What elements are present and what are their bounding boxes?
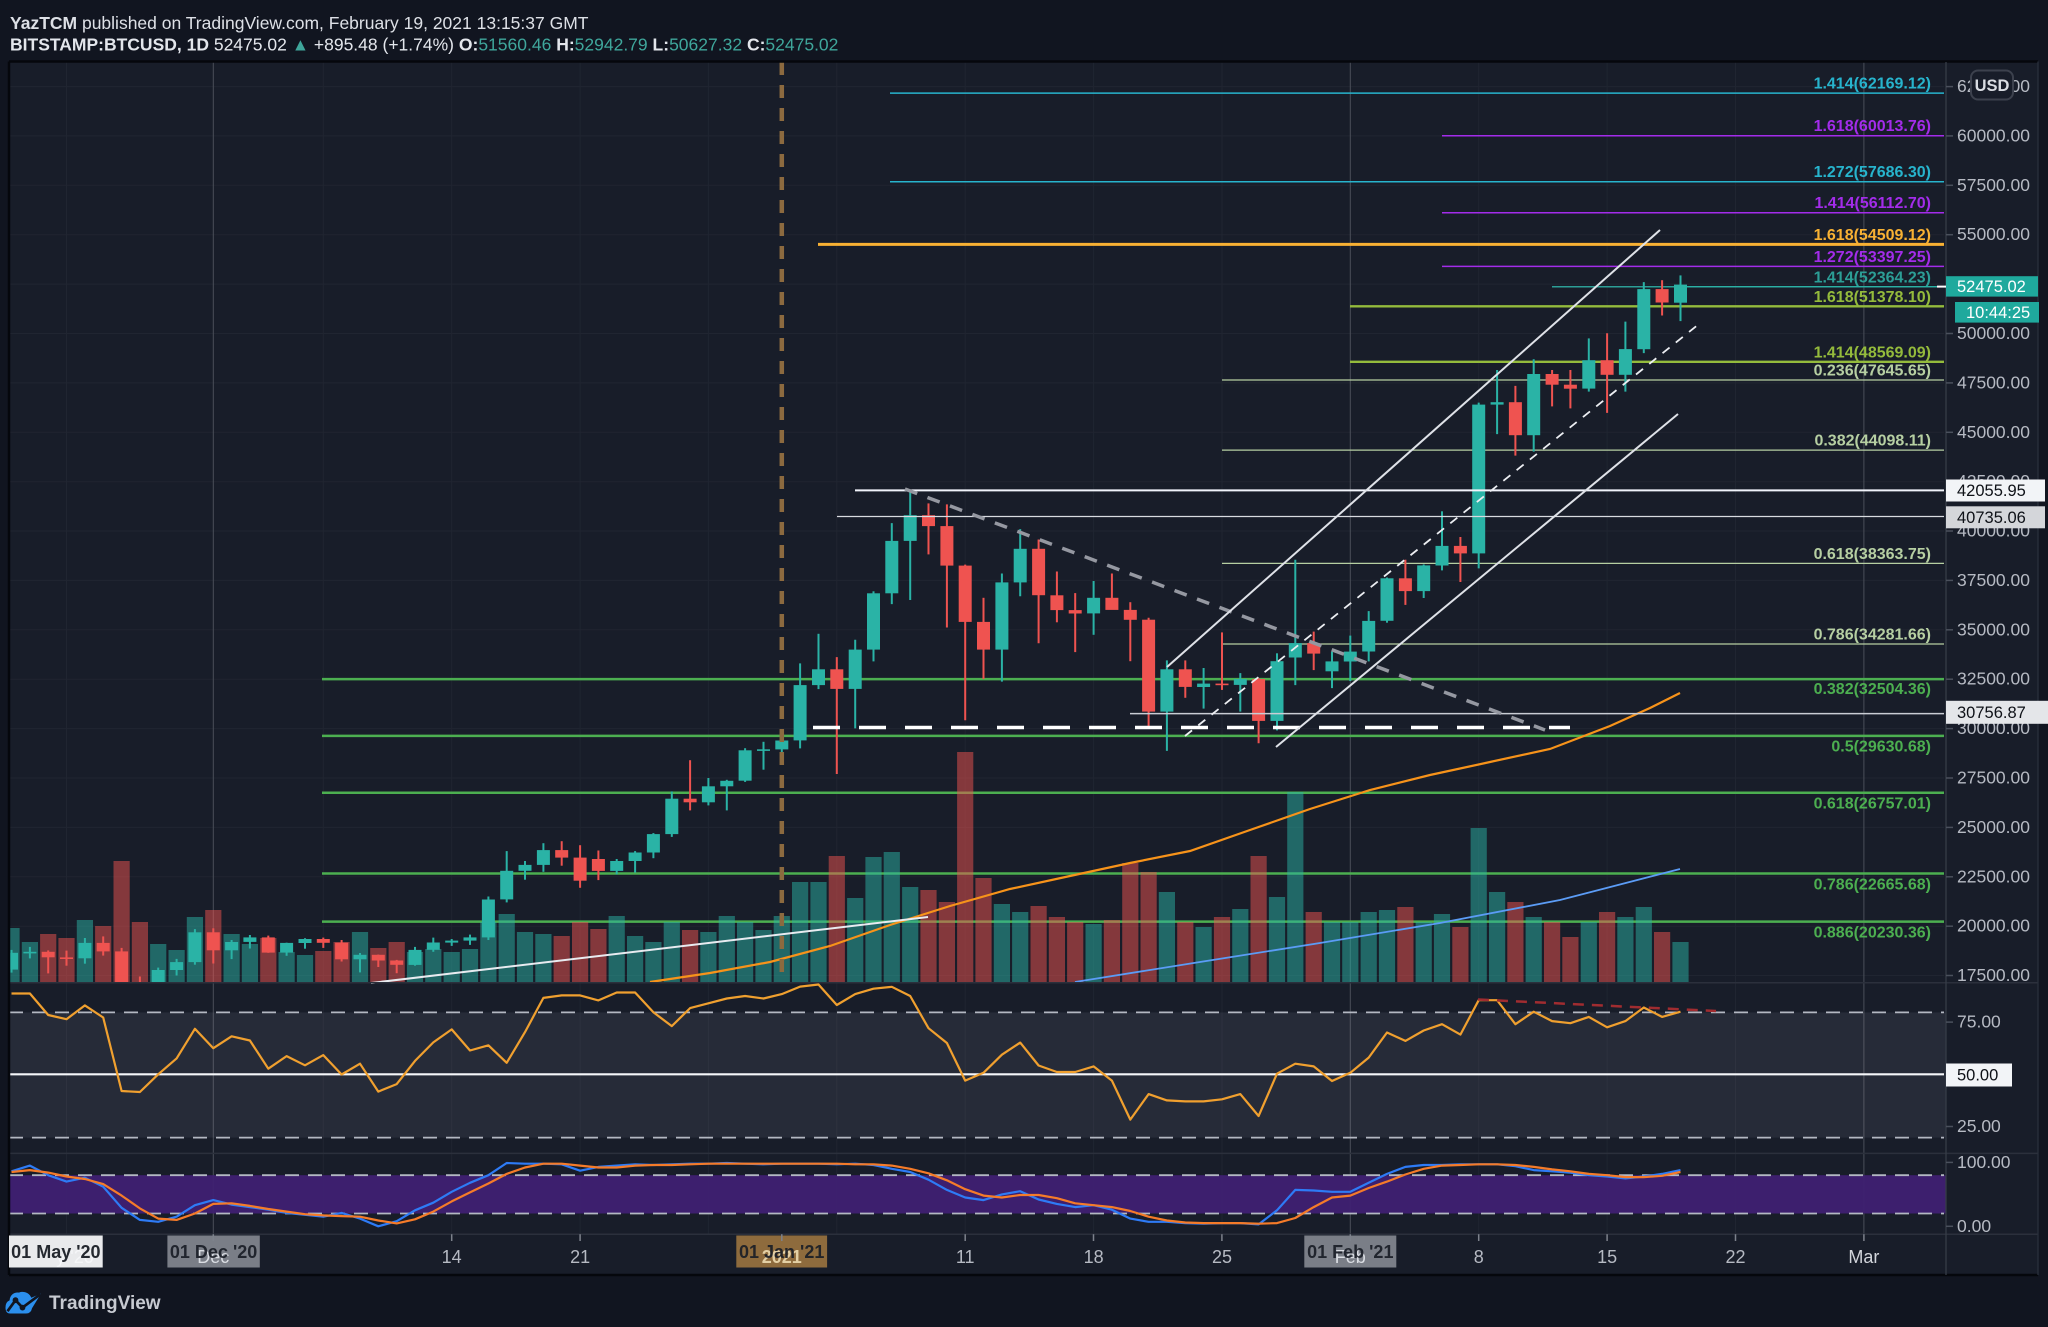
svg-text:10:44:25: 10:44:25 (1966, 304, 2030, 322)
svg-text:27500.00: 27500.00 (1957, 768, 2030, 788)
svg-text:0.618(38363.75): 0.618(38363.75) (1814, 546, 1931, 563)
svg-text:57500.00: 57500.00 (1957, 175, 2030, 195)
svg-text:1.414(48569.09): 1.414(48569.09) (1814, 344, 1931, 361)
svg-text:22500.00: 22500.00 (1957, 866, 2030, 886)
svg-text:1.272(57686.30): 1.272(57686.30) (1814, 164, 1931, 181)
svg-text:0.382(32504.36): 0.382(32504.36) (1814, 681, 1931, 698)
svg-text:Mar: Mar (1848, 1247, 1879, 1267)
svg-text:0.236(47645.65): 0.236(47645.65) (1814, 363, 1931, 380)
svg-text:50000.00: 50000.00 (1957, 323, 2030, 343)
svg-text:0.5(29630.68): 0.5(29630.68) (1831, 739, 1931, 756)
svg-text:YazTCM published on TradingVie: YazTCM published on TradingView.com, Feb… (10, 13, 589, 33)
svg-text:42055.95: 42055.95 (1957, 482, 2026, 500)
svg-text:Dec: Dec (197, 1247, 229, 1267)
svg-text:25: 25 (1212, 1247, 1232, 1267)
svg-text:Feb: Feb (1335, 1247, 1366, 1267)
svg-text:17500.00: 17500.00 (1957, 965, 2030, 985)
svg-text:0.618(26757.01): 0.618(26757.01) (1814, 796, 1931, 813)
svg-text:1.618(60013.76): 1.618(60013.76) (1814, 118, 1931, 135)
svg-text:100.00: 100.00 (1957, 1152, 2011, 1172)
svg-text:1.618(54509.12): 1.618(54509.12) (1814, 227, 1931, 244)
svg-text:60000.00: 60000.00 (1957, 125, 2030, 145)
svg-text:8: 8 (1474, 1247, 1484, 1267)
svg-text:37500.00: 37500.00 (1957, 570, 2030, 590)
svg-text:1.414(56112.70): 1.414(56112.70) (1814, 195, 1931, 212)
svg-text:1.414(62169.12): 1.414(62169.12) (1814, 76, 1931, 93)
svg-text:18: 18 (1084, 1247, 1104, 1267)
svg-text:25.00: 25.00 (1957, 1116, 2001, 1136)
svg-text:21: 21 (570, 1247, 590, 1267)
svg-text:BITSTAMP:BTCUSD, 1D 52475.02 ▲: BITSTAMP:BTCUSD, 1D 52475.02 ▲ +895.48 (… (10, 35, 838, 55)
svg-text:50.00: 50.00 (1957, 1067, 1998, 1085)
svg-text:USD: USD (1975, 77, 2010, 95)
svg-text:35000.00: 35000.00 (1957, 619, 2030, 639)
svg-text:0.382(44098.11): 0.382(44098.11) (1814, 433, 1931, 450)
svg-text:y '20: y '20 (56, 1247, 93, 1267)
svg-text:01 May '20: 01 May '20 (11, 1242, 100, 1262)
svg-text:0.00: 0.00 (1957, 1216, 1991, 1236)
svg-text:0.786(22665.68): 0.786(22665.68) (1814, 876, 1931, 893)
svg-text:01 Dec '20: 01 Dec '20 (170, 1242, 257, 1262)
svg-text:45000.00: 45000.00 (1957, 422, 2030, 442)
svg-text:22: 22 (1725, 1247, 1745, 1267)
svg-text:TradingView: TradingView (49, 1293, 161, 1314)
svg-text:52475.02: 52475.02 (1957, 278, 2026, 296)
svg-text:1.272(53397.25): 1.272(53397.25) (1814, 249, 1931, 266)
svg-text:15: 15 (1597, 1247, 1617, 1267)
svg-text:40735.06: 40735.06 (1957, 509, 2026, 527)
svg-text:01 Jan '21: 01 Jan '21 (739, 1242, 824, 1262)
svg-text:11: 11 (956, 1247, 975, 1267)
svg-text:75.00: 75.00 (1957, 1012, 2001, 1032)
svg-text:2021: 2021 (762, 1247, 802, 1267)
svg-text:55000.00: 55000.00 (1957, 224, 2030, 244)
svg-text:25000.00: 25000.00 (1957, 817, 2030, 837)
svg-text:0.886(20230.36): 0.886(20230.36) (1814, 924, 1931, 941)
svg-text:14: 14 (442, 1247, 462, 1267)
svg-text:32500.00: 32500.00 (1957, 669, 2030, 689)
svg-text:1.618(51378.10): 1.618(51378.10) (1814, 289, 1931, 306)
svg-text:47500.00: 47500.00 (1957, 372, 2030, 392)
svg-text:30756.87: 30756.87 (1957, 704, 2026, 722)
svg-text:0.786(34281.66): 0.786(34281.66) (1814, 627, 1931, 644)
svg-text:1.414(52364.23): 1.414(52364.23) (1814, 269, 1931, 286)
svg-text:20000.00: 20000.00 (1957, 916, 2030, 936)
svg-text:01 Feb '21: 01 Feb '21 (1307, 1242, 1393, 1262)
